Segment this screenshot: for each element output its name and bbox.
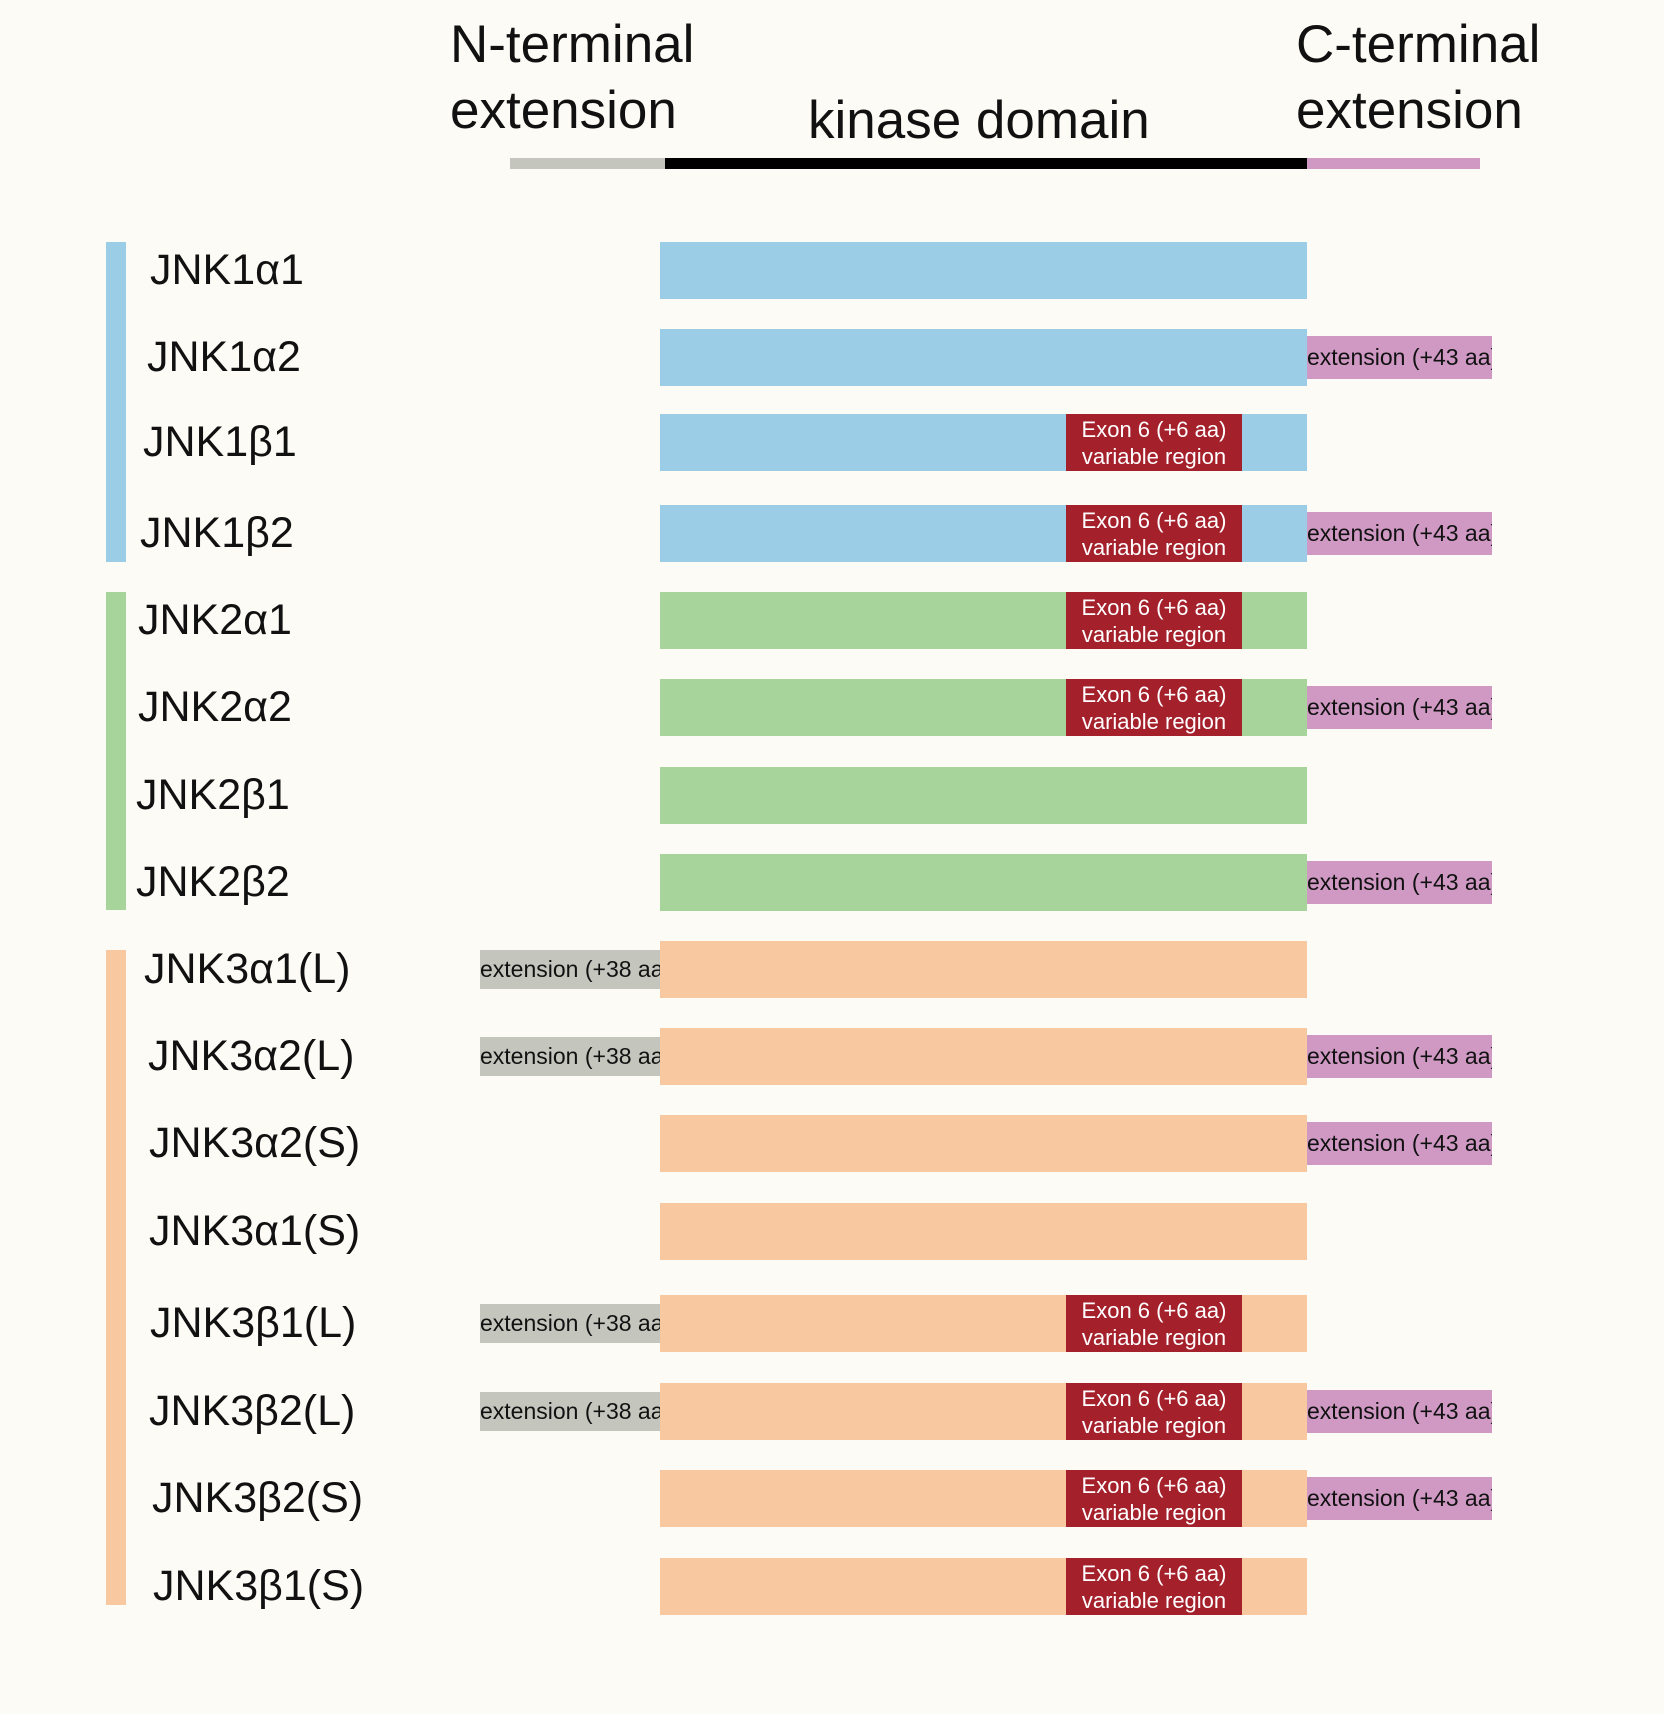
kinase-domain-bar xyxy=(660,854,1307,911)
c-terminal-extension-box: extension (+43 aa) xyxy=(1307,861,1492,904)
isoform-row: JNK3α2(S) extension (+43 aa) xyxy=(0,1115,1664,1172)
isoform-label: JNK3α2(S) xyxy=(149,1119,361,1167)
kinase-domain-header: kinase domain xyxy=(808,91,1150,150)
isoform-label: JNK3β1(S) xyxy=(153,1562,365,1610)
exon6-label: Exon 6 (+6 aa) xyxy=(1081,1560,1227,1586)
c-terminal-bar xyxy=(1307,158,1480,169)
n-terminal-bar xyxy=(510,158,665,169)
exon6-label: Exon 6 (+6 aa) xyxy=(1081,507,1227,533)
isoform-label: JNK3β2(S) xyxy=(152,1474,364,1522)
kinase-domain-bar: Exon 6 (+6 aa) variable region xyxy=(660,414,1307,471)
isoform-row: JNK2β2 extension (+43 aa) xyxy=(0,854,1664,911)
exon6-variable-region: Exon 6 (+6 aa) variable region xyxy=(1066,1470,1242,1527)
c-terminal-extension-box: extension (+43 aa) xyxy=(1307,336,1492,379)
kinase-domain-bar: Exon 6 (+6 aa) variable region xyxy=(660,1558,1307,1615)
n-terminal-header: N-terminal extension xyxy=(450,15,695,140)
kinase-domain-bar xyxy=(660,329,1307,386)
isoform-row: JNK3α2(L) extension (+38 aa) extension (+4… xyxy=(0,1028,1664,1085)
variable-region-label: variable region xyxy=(1081,1499,1227,1525)
exon6-variable-region: Exon 6 (+6 aa) variable region xyxy=(1066,592,1242,649)
isoform-row: JNK3β1(L) extension (+38 aa) Exon 6 (+6 aa… xyxy=(0,1295,1664,1352)
isoform-row: JNK2α1 Exon 6 (+6 aa) variable region xyxy=(0,592,1664,649)
variable-region-label: variable region xyxy=(1081,534,1227,560)
c-terminal-header: C-terminal extension xyxy=(1296,15,1541,140)
isoform-label: JNK1α1 xyxy=(150,246,304,294)
isoform-row: JNK3β2(S) Exon 6 (+6 aa) variable region ex… xyxy=(0,1470,1664,1527)
n-terminal-extension-box: extension (+38 aa) xyxy=(480,1392,660,1431)
exon6-variable-region: Exon 6 (+6 aa) variable region xyxy=(1066,1295,1242,1352)
n-terminal-extension-box: extension (+38 aa) xyxy=(480,1037,660,1076)
variable-region-label: variable region xyxy=(1081,1324,1227,1350)
c-terminal-extension-box: extension (+43 aa) xyxy=(1307,1122,1492,1165)
variable-region-label: variable region xyxy=(1081,708,1227,734)
c-terminal-extension-box: extension (+43 aa) xyxy=(1307,512,1492,555)
isoform-label: JNK2α1 xyxy=(138,596,292,644)
isoform-row: JNK3β1(S) Exon 6 (+6 aa) variable region xyxy=(0,1558,1664,1615)
kinase-domain-bar: Exon 6 (+6 aa) variable region xyxy=(660,505,1307,562)
jnk3-family-bar xyxy=(106,950,126,1605)
isoform-row: JNK3β2(L) extension (+38 aa) Exon 6 (+6 aa… xyxy=(0,1383,1664,1440)
exon6-label: Exon 6 (+6 aa) xyxy=(1081,1385,1227,1411)
isoform-label: JNK1β1 xyxy=(143,418,297,466)
exon6-variable-region: Exon 6 (+6 aa) variable region xyxy=(1066,414,1242,471)
isoform-label: JNK3α1(S) xyxy=(149,1207,361,1255)
kinase-domain-bar: Exon 6 (+6 aa) variable region xyxy=(660,1470,1307,1527)
exon6-variable-region: Exon 6 (+6 aa) variable region xyxy=(1066,1558,1242,1615)
exon6-label: Exon 6 (+6 aa) xyxy=(1081,594,1227,620)
c-terminal-extension-box: extension (+43 aa) xyxy=(1307,1390,1492,1433)
c-terminal-extension-box: extension (+43 aa) xyxy=(1307,1477,1492,1520)
isoform-label: JNK3β1(L) xyxy=(150,1299,357,1347)
exon6-variable-region: Exon 6 (+6 aa) variable region xyxy=(1066,505,1242,562)
isoform-row: JNK1β2 Exon 6 (+6 aa) variable region exten… xyxy=(0,505,1664,562)
isoform-label: JNK3α2(L) xyxy=(148,1032,355,1080)
isoform-label: JNK2β1 xyxy=(136,771,290,819)
isoform-row: JNK2β1 xyxy=(0,767,1664,824)
kinase-domain-bar xyxy=(660,1028,1307,1085)
kinase-domain-bar: Exon 6 (+6 aa) variable region xyxy=(660,679,1307,736)
variable-region-label: variable region xyxy=(1081,1587,1227,1613)
jnk1-family-bar xyxy=(106,242,126,562)
isoform-label: JNK1β2 xyxy=(140,509,294,557)
isoform-label: JNK1α2 xyxy=(147,333,301,381)
exon6-label: Exon 6 (+6 aa) xyxy=(1081,1297,1227,1323)
variable-region-label: variable region xyxy=(1081,621,1227,647)
isoform-label: JNK3α1(L) xyxy=(144,945,351,993)
n-terminal-extension-box: extension (+38 aa) xyxy=(480,950,660,989)
exon6-label: Exon 6 (+6 aa) xyxy=(1081,681,1227,707)
c-terminal-extension-box: extension (+43 aa) xyxy=(1307,1035,1492,1078)
isoform-label: JNK2α2 xyxy=(138,683,292,731)
kinase-domain-bar: Exon 6 (+6 aa) variable region xyxy=(660,1295,1307,1352)
c-terminal-extension-box: extension (+43 aa) xyxy=(1307,686,1492,729)
kinase-domain-bar xyxy=(660,941,1307,998)
kinase-domain-bar xyxy=(665,158,1307,169)
kinase-domain-bar: Exon 6 (+6 aa) variable region xyxy=(660,1383,1307,1440)
isoform-row: JNK2α2 Exon 6 (+6 aa) variable region exten… xyxy=(0,679,1664,736)
isoform-row: JNK1β1 Exon 6 (+6 aa) variable region xyxy=(0,414,1664,471)
kinase-domain-bar: Exon 6 (+6 aa) variable region xyxy=(660,592,1307,649)
isoform-row: JNK3α1(L) extension (+38 aa) xyxy=(0,941,1664,998)
isoform-row: JNK1α1 xyxy=(0,242,1664,299)
exon6-label: Exon 6 (+6 aa) xyxy=(1081,416,1227,442)
kinase-domain-bar xyxy=(660,242,1307,299)
variable-region-label: variable region xyxy=(1081,443,1227,469)
isoform-label: JNK3β2(L) xyxy=(149,1387,356,1435)
isoform-row: JNK3α1(S) xyxy=(0,1203,1664,1260)
kinase-domain-bar xyxy=(660,1203,1307,1260)
kinase-domain-bar xyxy=(660,767,1307,824)
exon6-variable-region: Exon 6 (+6 aa) variable region xyxy=(1066,1383,1242,1440)
exon6-variable-region: Exon 6 (+6 aa) variable region xyxy=(1066,679,1242,736)
isoform-label: JNK2β2 xyxy=(136,858,290,906)
jnk2-family-bar xyxy=(106,592,126,910)
isoform-row: JNK1α2 extension (+43 aa) xyxy=(0,329,1664,386)
exon6-label: Exon 6 (+6 aa) xyxy=(1081,1472,1227,1498)
variable-region-label: variable region xyxy=(1081,1412,1227,1438)
kinase-domain-bar xyxy=(660,1115,1307,1172)
n-terminal-extension-box: extension (+38 aa) xyxy=(480,1304,660,1343)
